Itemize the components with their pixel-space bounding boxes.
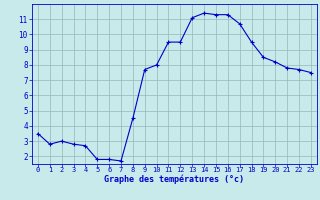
X-axis label: Graphe des températures (°c): Graphe des températures (°c) [104, 174, 244, 184]
